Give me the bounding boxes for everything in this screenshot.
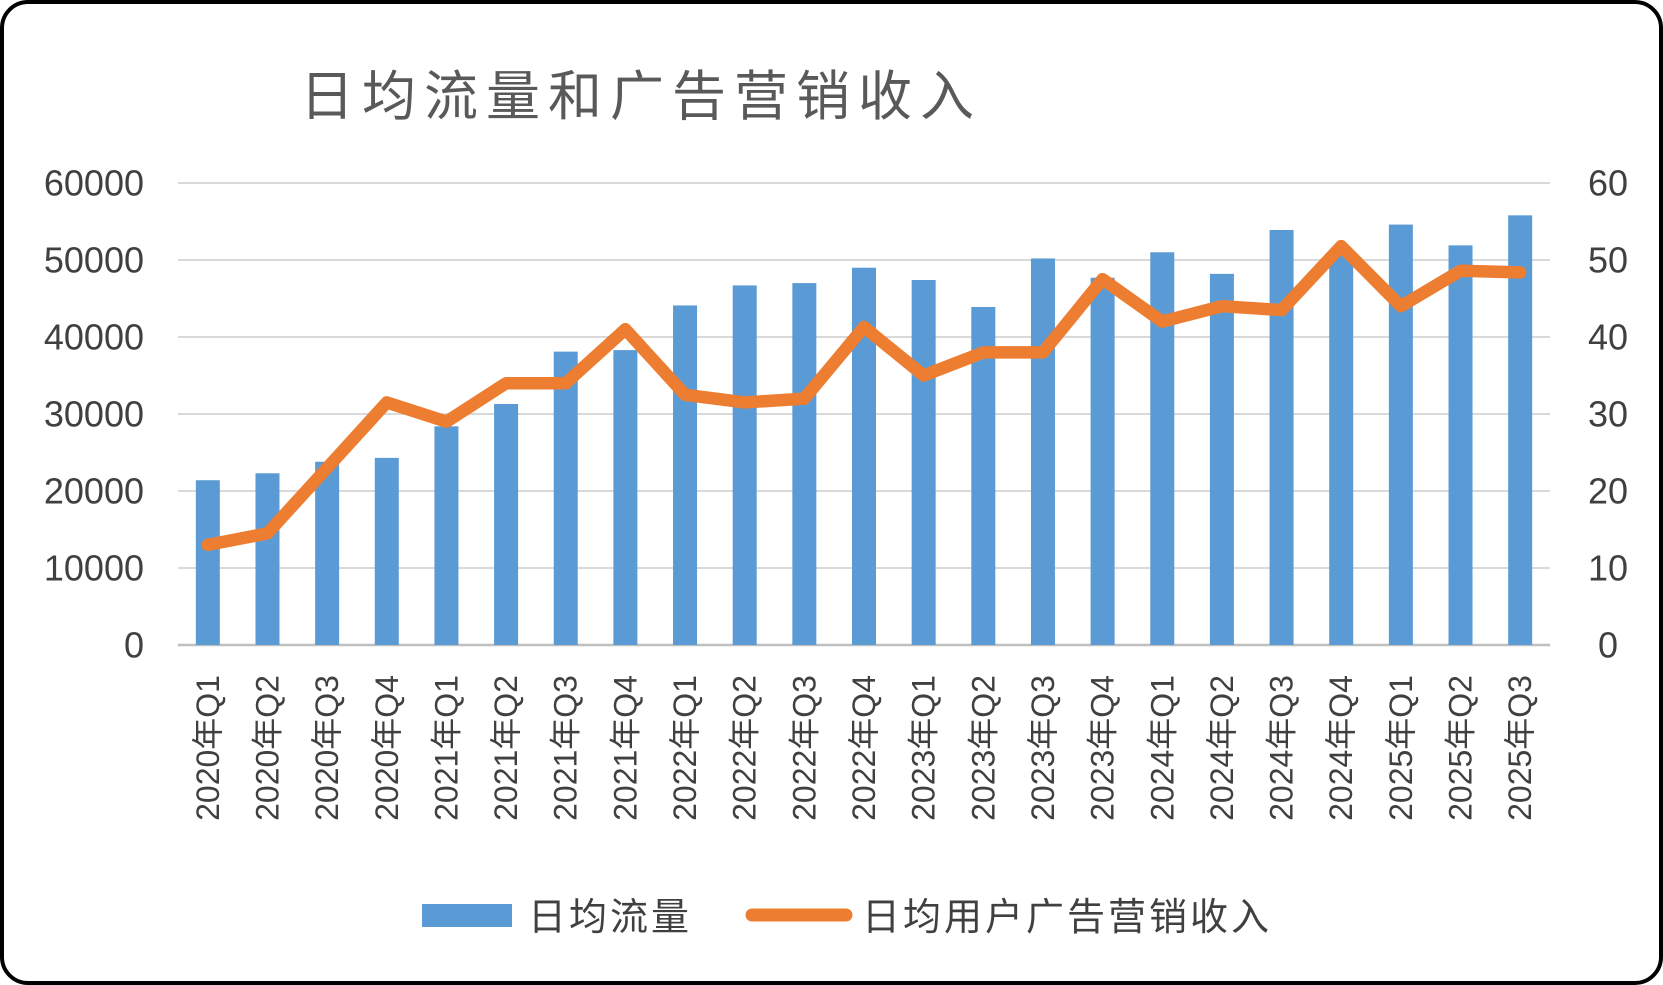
bar xyxy=(613,350,638,645)
chart-canvas: 0 10000 20000 30000 40000 50000 60000 0 10 20 30 4… xyxy=(44,163,1628,940)
right-axis-tick-label: 50 xyxy=(1588,240,1628,281)
bar xyxy=(1388,224,1413,645)
left-axis-tick-label: 10000 xyxy=(44,548,144,589)
x-axis-category-label: 2021年Q2 xyxy=(488,675,524,821)
x-axis-category-label: 2023年Q1 xyxy=(906,675,942,821)
bar xyxy=(374,457,399,645)
left-axis-tick-label: 0 xyxy=(124,625,144,666)
x-axis-category-label: 2022年Q4 xyxy=(846,675,882,821)
bar-legend-label: 日均流量 xyxy=(528,897,692,939)
x-axis-category-label: 2024年Q3 xyxy=(1264,675,1300,821)
right-axis-tick-label: 60 xyxy=(1588,163,1628,204)
x-axis-category-label: 2025年Q2 xyxy=(1443,675,1479,821)
bar xyxy=(315,461,340,645)
x-axis-category-label: 2022年Q2 xyxy=(727,675,763,821)
x-axis-category-label: 2024年Q1 xyxy=(1144,675,1180,821)
bar xyxy=(971,306,996,645)
bar xyxy=(1508,215,1533,645)
x-axis-category-label: 2021年Q4 xyxy=(607,675,643,821)
line-legend-label: 日均用户广告营销收入 xyxy=(862,897,1272,939)
bar xyxy=(434,426,459,645)
x-axis-category-label: 2025年Q1 xyxy=(1383,675,1419,821)
right-axis-tick-label: 40 xyxy=(1588,317,1628,358)
bar xyxy=(195,480,220,645)
right-axis-tick-label: 30 xyxy=(1588,394,1628,435)
x-axis-category-label: 2020年Q2 xyxy=(249,675,285,821)
left-axis-tick-label: 50000 xyxy=(44,240,144,281)
x-axis-category-label: 2024年Q4 xyxy=(1323,675,1359,821)
x-axis-category-label: 2020年Q4 xyxy=(369,675,405,821)
left-axis-tick-labels: 0 10000 20000 30000 40000 50000 60000 xyxy=(44,163,144,666)
left-axis-tick-label: 30000 xyxy=(44,394,144,435)
right-axis-tick-label: 20 xyxy=(1588,471,1628,512)
x-axis-category-label: 2022年Q1 xyxy=(667,675,703,821)
line-path xyxy=(201,239,1527,552)
bar xyxy=(1090,277,1115,645)
bar xyxy=(1209,273,1234,645)
line-series xyxy=(201,239,1527,552)
x-axis-category-label: 2021年Q3 xyxy=(548,675,584,821)
bar-series xyxy=(195,215,1533,646)
bar xyxy=(494,403,519,645)
bar xyxy=(673,305,698,645)
x-axis-category-label: 2024年Q2 xyxy=(1204,675,1240,821)
right-axis-tick-labels: 0 10 20 30 40 50 60 xyxy=(1588,163,1628,666)
x-axis-category-label: 2023年Q2 xyxy=(965,675,1001,821)
x-axis-category-label: 2020年Q3 xyxy=(309,675,345,821)
left-axis-tick-label: 20000 xyxy=(44,471,144,512)
x-axis-category-label: 2020年Q1 xyxy=(190,675,226,821)
bar xyxy=(911,280,936,645)
bar xyxy=(553,351,578,645)
x-axis-category-label: 2025年Q3 xyxy=(1502,675,1538,821)
right-axis-tick-label: 0 xyxy=(1598,625,1618,666)
x-axis-category-label: 2022年Q3 xyxy=(786,675,822,821)
left-axis-tick-label: 40000 xyxy=(44,317,144,358)
x-axis-category-label: 2021年Q1 xyxy=(428,675,464,821)
bar-legend-swatch-icon xyxy=(422,904,512,927)
bar xyxy=(792,283,817,645)
bar xyxy=(1329,255,1354,645)
right-axis-tick-label: 10 xyxy=(1588,548,1628,589)
bar xyxy=(1030,258,1055,645)
bar xyxy=(1448,245,1473,645)
x-axis-category-label: 2023年Q4 xyxy=(1085,675,1121,821)
x-axis-category-label: 2023年Q3 xyxy=(1025,675,1061,821)
x-axis-category-labels: 2020年Q1 2020年Q2 2020年Q3 2020年Q4 2021年Q1 2021年… xyxy=(190,675,1538,821)
chart-title: 日均流量和广告营销收入 xyxy=(300,67,982,127)
bar xyxy=(255,473,280,645)
legend: 日均流量 日均用户广告营销收入 xyxy=(422,897,1272,939)
left-axis-tick-label: 60000 xyxy=(44,163,144,204)
bar xyxy=(732,285,757,645)
